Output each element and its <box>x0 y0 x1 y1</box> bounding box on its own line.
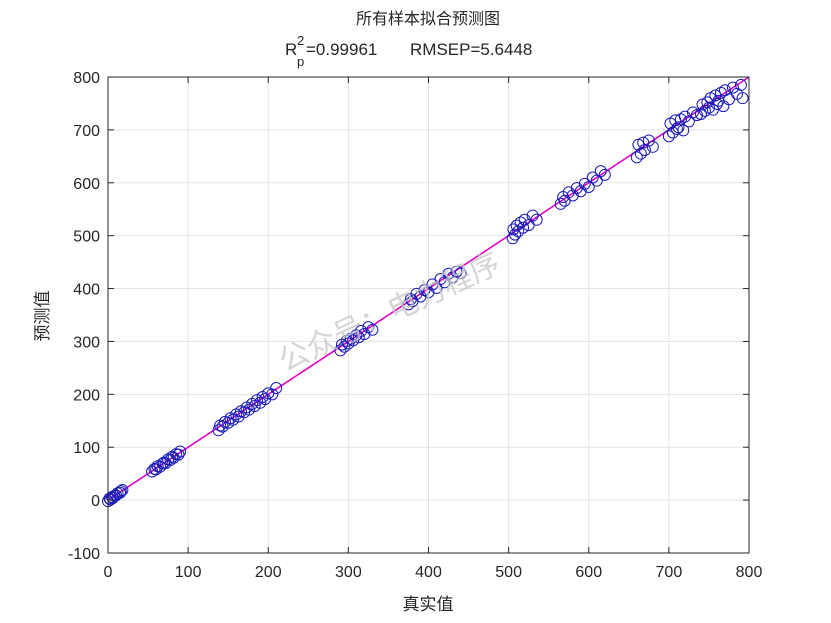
data-point <box>414 290 427 303</box>
data-point <box>338 340 351 353</box>
x-tick-label: 600 <box>575 564 602 581</box>
data-point <box>114 485 127 498</box>
data-point <box>174 445 187 458</box>
data-point <box>646 140 659 153</box>
r-squared-symbol: R <box>285 40 297 59</box>
data-point <box>352 331 365 344</box>
data-point <box>266 388 279 401</box>
data-point <box>526 209 539 222</box>
data-point <box>566 189 579 202</box>
data-point <box>736 92 749 105</box>
x-tick-label: 400 <box>415 564 442 581</box>
y-tick-label: 200 <box>73 387 100 404</box>
x-axis-ticks: 0 100 200 300 400 500 600 700 800 <box>104 77 763 581</box>
data-point <box>366 323 379 336</box>
data-point <box>674 113 687 126</box>
data-point <box>454 267 467 280</box>
data-point <box>402 298 415 311</box>
data-point <box>358 328 371 341</box>
x-tick-label: 0 <box>104 564 113 581</box>
data-point <box>642 134 655 147</box>
data-point <box>114 486 127 499</box>
data-points-layer <box>102 78 749 508</box>
data-point <box>574 185 587 198</box>
data-point <box>630 151 643 164</box>
data-point <box>706 103 719 116</box>
data-point <box>442 267 455 280</box>
data-point <box>726 81 739 94</box>
data-point <box>598 168 611 181</box>
data-point <box>694 108 707 121</box>
chart-subtitle: R 2 p =0.99961 RMSEP=5.6448 <box>285 33 532 69</box>
data-point <box>410 287 423 300</box>
y-tick-label: 400 <box>73 282 100 299</box>
data-point <box>212 424 225 437</box>
data-point <box>734 78 747 91</box>
data-point <box>530 213 543 226</box>
x-axis-label: 真实值 <box>403 595 454 615</box>
y-tick-label: 0 <box>91 493 100 510</box>
x-tick-label: 200 <box>255 564 282 581</box>
data-point <box>116 484 129 497</box>
r-squared-subscript: p <box>297 54 304 69</box>
r-squared-superscript: 2 <box>297 33 304 48</box>
y-axis-ticks: -100 0 100 200 300 400 500 600 700 800 <box>68 70 749 563</box>
data-point <box>514 216 527 229</box>
data-point <box>714 86 727 99</box>
data-point <box>586 171 599 184</box>
y-tick-label: 800 <box>73 70 100 87</box>
y-axis-label: 预测值 <box>33 291 53 342</box>
data-point <box>570 182 583 195</box>
data-point <box>594 165 607 178</box>
chart-title: 所有样本拟合预测图 <box>356 9 500 28</box>
data-point <box>562 186 575 199</box>
data-point <box>678 110 691 123</box>
y-tick-label: 100 <box>73 440 100 457</box>
data-point <box>686 106 699 119</box>
data-point <box>422 286 435 299</box>
x-tick-label: 800 <box>736 564 763 581</box>
data-point <box>334 344 347 357</box>
y-tick-label: 600 <box>73 176 100 193</box>
y-tick-label: 500 <box>73 229 100 246</box>
y-tick-label: 300 <box>73 334 100 351</box>
data-point <box>517 221 530 234</box>
data-point <box>362 321 375 334</box>
y-tick-label: 700 <box>73 123 100 140</box>
data-point <box>634 147 647 160</box>
data-point <box>677 124 690 137</box>
x-tick-label: 300 <box>335 564 362 581</box>
x-tick-label: 500 <box>495 564 522 581</box>
x-tick-label: 100 <box>175 564 202 581</box>
x-tick-label: 700 <box>656 564 683 581</box>
data-point <box>578 177 591 190</box>
data-point <box>270 381 283 394</box>
data-point <box>248 399 261 412</box>
data-point <box>554 197 567 210</box>
data-point <box>510 219 523 232</box>
r-squared-value: =0.99961 <box>306 40 377 59</box>
grid-lines <box>108 77 749 553</box>
y-tick-label: -100 <box>68 546 100 563</box>
rmsep-value: RMSEP=5.6448 <box>410 40 532 59</box>
data-point <box>350 329 363 342</box>
data-point <box>662 130 675 143</box>
data-point <box>509 228 522 241</box>
data-point <box>251 394 264 407</box>
data-point <box>446 271 459 284</box>
data-point <box>698 104 711 117</box>
